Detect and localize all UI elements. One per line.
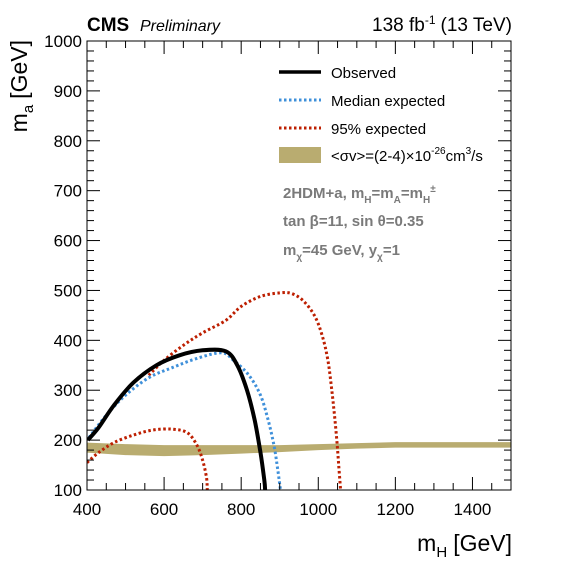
y-tick-label: 900 — [54, 82, 82, 101]
legend-label-95: 95% expected — [331, 121, 426, 138]
annotation-segment: =m — [372, 185, 394, 202]
band-area — [87, 442, 511, 457]
annotation-segment: H — [364, 195, 371, 206]
cms-label: CMS — [87, 15, 129, 36]
y-tick-label: 800 — [54, 132, 82, 151]
y-tick-label: 300 — [54, 381, 82, 400]
luminosity-label: 138 fb-1 (13 TeV) — [372, 13, 512, 36]
y-axis-unit: [GeV] — [6, 40, 32, 99]
band-label-unit-exponent: 3 — [466, 146, 472, 157]
annotation-segment: tan β=11, sin θ=0.35 — [283, 213, 424, 230]
x-axis-symbol: m — [417, 530, 436, 556]
y-tick-label: 1000 — [44, 32, 82, 51]
annotation-line: tan β=11, sin θ=0.35 — [283, 213, 424, 230]
y-tick-label: 600 — [54, 232, 82, 251]
x-axis-subscript: H — [436, 544, 447, 561]
legend: Observed Median expected 95% expected <σ… — [279, 65, 483, 165]
x-tick-label: 1200 — [376, 500, 414, 519]
annotation-segment: m — [283, 242, 296, 259]
y-axis-title: ma [GeV] — [6, 40, 37, 132]
band-label-exponent: -26 — [431, 146, 446, 157]
legend-swatch-band — [279, 147, 321, 163]
x-tick-label: 600 — [150, 500, 178, 519]
legend-label-band: <σv>=(2-4)×10-26cm3/s — [331, 146, 483, 165]
preliminary-label: Preliminary — [140, 18, 221, 35]
y-axis-symbol: m — [6, 113, 32, 132]
annotation-segment: χ — [377, 252, 383, 263]
y-tick-labels: 100 200 300 400 500 600 700 800 900 1000 — [44, 32, 82, 500]
plot-area — [87, 291, 511, 490]
y-tick-label: 200 — [54, 431, 82, 450]
y-tick-label: 500 — [54, 281, 82, 300]
median-expected-contour — [87, 351, 282, 490]
expected-95-contour-lower — [87, 427, 209, 490]
annotation-segment: H — [423, 195, 430, 206]
annotation-segment: =1 — [383, 242, 400, 259]
band-label-unit: cm — [446, 148, 466, 165]
annotation-segment: 2HDM+a, m — [283, 185, 364, 202]
axis-ticks — [86, 40, 512, 491]
y-axis-subscript: a — [20, 104, 37, 113]
lumi-energy: (13 TeV) — [441, 15, 512, 36]
annotation-segment: =m — [401, 185, 423, 202]
x-tick-label: 400 — [73, 500, 101, 519]
band-label-tail: /s — [471, 148, 483, 165]
lumi-value: 138 fb — [372, 15, 425, 36]
legend-label-observed: Observed — [331, 65, 396, 82]
x-axis-unit: [GeV] — [453, 530, 512, 556]
observed-contour — [87, 347, 268, 490]
x-tick-label: 800 — [227, 500, 255, 519]
x-axis-title: mH [GeV] — [417, 530, 512, 561]
annotation-line: mχ=45 GeV, yχ=1 — [283, 242, 400, 263]
y-tick-label: 700 — [54, 182, 82, 201]
x-tick-label: 1400 — [454, 500, 492, 519]
x-tick-labels: 400 600 800 1000 1200 1400 — [73, 500, 492, 519]
annotation-segment: χ — [296, 252, 302, 263]
plot-frame — [86, 40, 512, 491]
annotation-segment: A — [394, 195, 401, 206]
y-tick-label: 400 — [54, 331, 82, 350]
annotation-segment: ± — [430, 184, 436, 195]
y-tick-label: 100 — [54, 481, 82, 500]
annotation-line: 2HDM+a, mH=mA=mH± — [283, 184, 436, 206]
band-label-main: <σv>=(2-4)×10 — [331, 148, 431, 165]
annotation-segment: =45 GeV, y — [302, 242, 378, 259]
model-annotations: 2HDM+a, mH=mA=mH±tan β=11, sin θ=0.35mχ=… — [283, 184, 436, 263]
lumi-exponent: -1 — [425, 13, 436, 27]
legend-label-median: Median expected — [331, 93, 445, 110]
x-tick-label: 1000 — [299, 500, 337, 519]
expected-95-contour-upper — [147, 291, 343, 490]
